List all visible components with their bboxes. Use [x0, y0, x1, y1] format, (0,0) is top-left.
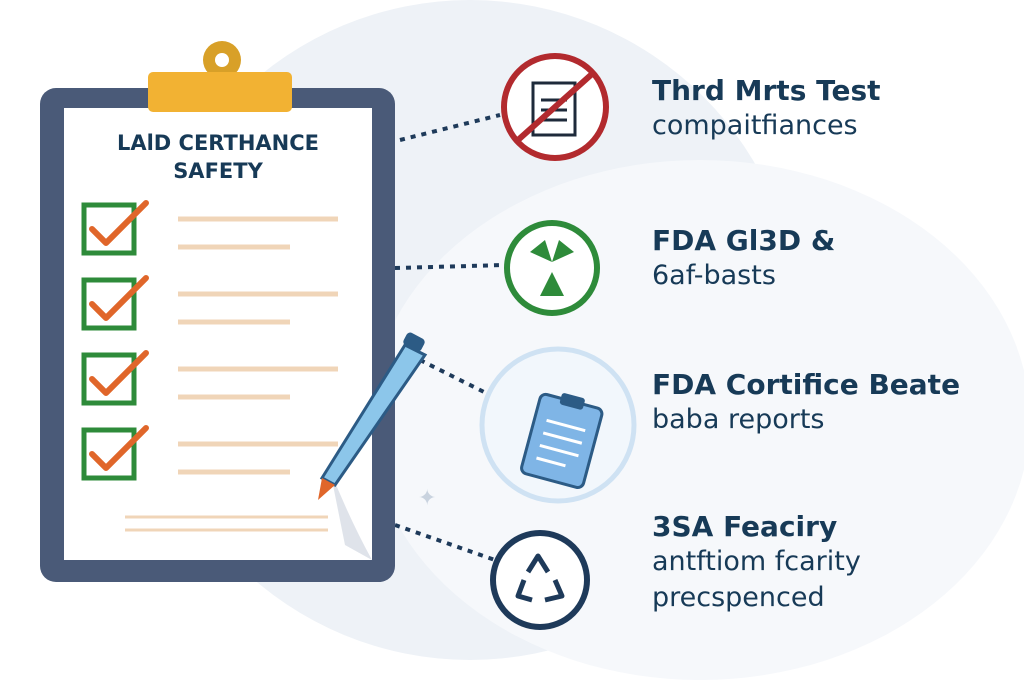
checklist-item: [81, 425, 338, 481]
checkmark-icon: [89, 200, 149, 246]
clipboard-title-line2: SAFETY: [173, 159, 263, 183]
item-4: 3SA Feaciry antftiom fcarity precspenced: [652, 510, 861, 616]
connector-3: [419, 358, 491, 397]
checkmark-icon: [89, 425, 149, 471]
item-title: Thrd Mrts Test: [652, 74, 881, 107]
checkbox: [81, 352, 137, 406]
document-check-icon: [501, 53, 609, 161]
checklist-item: [81, 275, 338, 331]
item-subtitle: antftiom fcarity: [652, 546, 861, 577]
checkmark-icon: [89, 350, 149, 396]
item-1: Thrd Mrts Test compaitfiances: [652, 74, 881, 144]
item-title: 3SA Feaciry: [652, 510, 838, 543]
item-title: FDA Gl3D &: [652, 224, 836, 257]
checkmark-icon: [89, 275, 149, 321]
connector-4: [394, 523, 496, 562]
connector-2: [394, 263, 506, 270]
clipboard-title-line1: LAlD CERTHANCE: [117, 131, 319, 155]
item-3: FDA Cortifice Beate baba reports: [652, 368, 960, 438]
item-subtitle: 6af-basts: [652, 260, 776, 291]
paper-curl: [330, 470, 372, 560]
svg-text:✦: ✦: [418, 486, 436, 511]
item-subtitle: compaitfiances: [652, 110, 858, 141]
recycle-icon: [490, 530, 590, 630]
clip: [148, 72, 292, 112]
item-subtitle-line2: precspenced: [652, 582, 825, 613]
checklist-item: [81, 350, 338, 406]
radiation-trefoil-icon: [504, 220, 600, 316]
pen-icon: [318, 332, 428, 500]
connector-lines: [394, 113, 506, 562]
clipboard-report-icon: [479, 346, 637, 504]
item-subtitle: baba reports: [652, 404, 825, 435]
clipboard-paper: [64, 108, 372, 560]
clipboard: LAlD CERTHANCE SAFETY: [40, 41, 395, 582]
checklist-item: [81, 200, 338, 256]
item-2: FDA Gl3D & 6af-basts: [652, 224, 835, 294]
checklist: [81, 200, 338, 481]
item-title: FDA Cortifice Beate: [652, 368, 961, 401]
